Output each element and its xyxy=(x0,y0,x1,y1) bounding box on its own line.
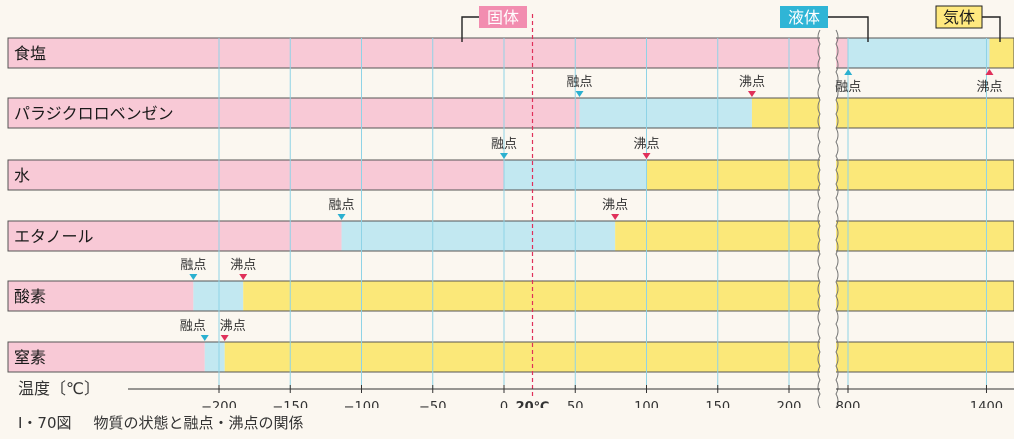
melting-point-label: 融点 xyxy=(180,319,206,334)
boiling-point-marker xyxy=(642,153,651,159)
substance-label: エタノール xyxy=(14,227,94,246)
melting-point-marker xyxy=(189,274,198,280)
legend-1-label: 液体 xyxy=(788,8,820,27)
x-tick-label: 200 xyxy=(777,400,802,408)
bar-solid-segment xyxy=(8,98,580,128)
bar-gas-segment xyxy=(751,98,1014,128)
bar-outline xyxy=(7,159,1014,191)
legend-1-tag xyxy=(780,6,828,28)
axis-break-gap xyxy=(820,30,836,400)
bar-liquid-segment xyxy=(848,38,990,68)
legend-2-label: 気体 xyxy=(943,8,975,27)
bar-liquid-segment xyxy=(204,342,225,372)
legend-1-leader xyxy=(828,16,869,42)
substance-label: 窒素 xyxy=(14,348,46,367)
legend-0-tag xyxy=(479,6,527,28)
legend-0-leader xyxy=(461,16,479,42)
melting-point-marker xyxy=(844,69,853,75)
bar-outline xyxy=(7,37,1014,69)
substance-label: 水 xyxy=(14,166,30,185)
x-tick-label: 1400 xyxy=(970,400,1003,408)
boiling-point-label: 沸点 xyxy=(602,198,628,213)
x-axis-title: 温度〔℃〕 xyxy=(18,379,100,398)
x-tick-label: −200 xyxy=(201,400,237,408)
melting-point-marker xyxy=(200,335,209,341)
x-tick-label: 150 xyxy=(705,400,730,408)
melting-point-marker xyxy=(575,91,584,97)
boiling-point-marker xyxy=(747,91,756,97)
bar-outline xyxy=(7,341,1014,373)
melting-point-marker xyxy=(500,153,508,159)
substance-label: 酸素 xyxy=(14,287,46,306)
boiling-point-label: 沸点 xyxy=(230,258,256,273)
legend-2-tag xyxy=(935,5,983,29)
bar-solid-segment xyxy=(8,221,342,251)
melting-point-label: 融点 xyxy=(329,198,355,213)
bar-outline xyxy=(7,97,1014,129)
boiling-point-label: 沸点 xyxy=(976,80,1002,95)
x-tick-label: −50 xyxy=(419,400,446,408)
x-tick-label: 100 xyxy=(634,400,659,408)
bar-gas-segment xyxy=(243,281,1014,311)
legend-2-leader xyxy=(982,16,1001,42)
melting-point-label: 融点 xyxy=(567,75,593,90)
boiling-point-label: 沸点 xyxy=(739,75,765,90)
melting-point-label: 融点 xyxy=(491,137,517,152)
bar-outline xyxy=(7,280,1014,312)
bar-liquid-segment xyxy=(341,221,616,251)
bar-solid-segment xyxy=(8,160,504,190)
bar-gas-segment xyxy=(989,38,1014,68)
bar-solid-segment xyxy=(8,342,205,372)
reference-line-label: 20℃ xyxy=(516,400,550,408)
axis-break-wave xyxy=(817,29,821,408)
bar-outline xyxy=(7,220,1014,252)
boiling-point-marker xyxy=(611,214,620,220)
x-tick-label: 800 xyxy=(836,400,861,408)
x-tick-label: −100 xyxy=(344,400,380,408)
bar-solid-segment xyxy=(8,281,194,311)
axis-break-wave xyxy=(835,29,839,408)
bar-gas-segment xyxy=(615,221,1014,251)
x-tick-label: 0 xyxy=(500,400,508,408)
boiling-point-label: 沸点 xyxy=(633,137,659,152)
boiling-point-marker xyxy=(985,69,994,75)
bar-liquid-segment xyxy=(193,281,244,311)
boiling-point-marker xyxy=(239,274,248,280)
figure-number: Ⅰ・70図 xyxy=(18,414,72,432)
legend-0-label: 固体 xyxy=(487,8,519,27)
x-tick-label: −150 xyxy=(272,400,308,408)
melting-point-label: 融点 xyxy=(835,80,861,95)
boiling-point-label: 沸点 xyxy=(220,319,246,334)
x-tick-label: 50 xyxy=(567,400,584,408)
substance-label: パラジクロロベンゼン xyxy=(14,104,174,123)
bar-solid-segment xyxy=(8,38,849,68)
figure-caption: Ⅰ・70図 物質の状態と融点・沸点の関係 xyxy=(18,412,304,433)
boiling-point-marker xyxy=(220,335,229,341)
bar-gas-segment xyxy=(224,342,1014,372)
bar-liquid-segment xyxy=(579,98,752,128)
substance-label: 食塩 xyxy=(14,44,46,63)
melting-point-marker xyxy=(337,214,346,220)
melting-point-label: 融点 xyxy=(180,258,206,273)
caption-text: 物質の状態と融点・沸点の関係 xyxy=(93,414,304,432)
